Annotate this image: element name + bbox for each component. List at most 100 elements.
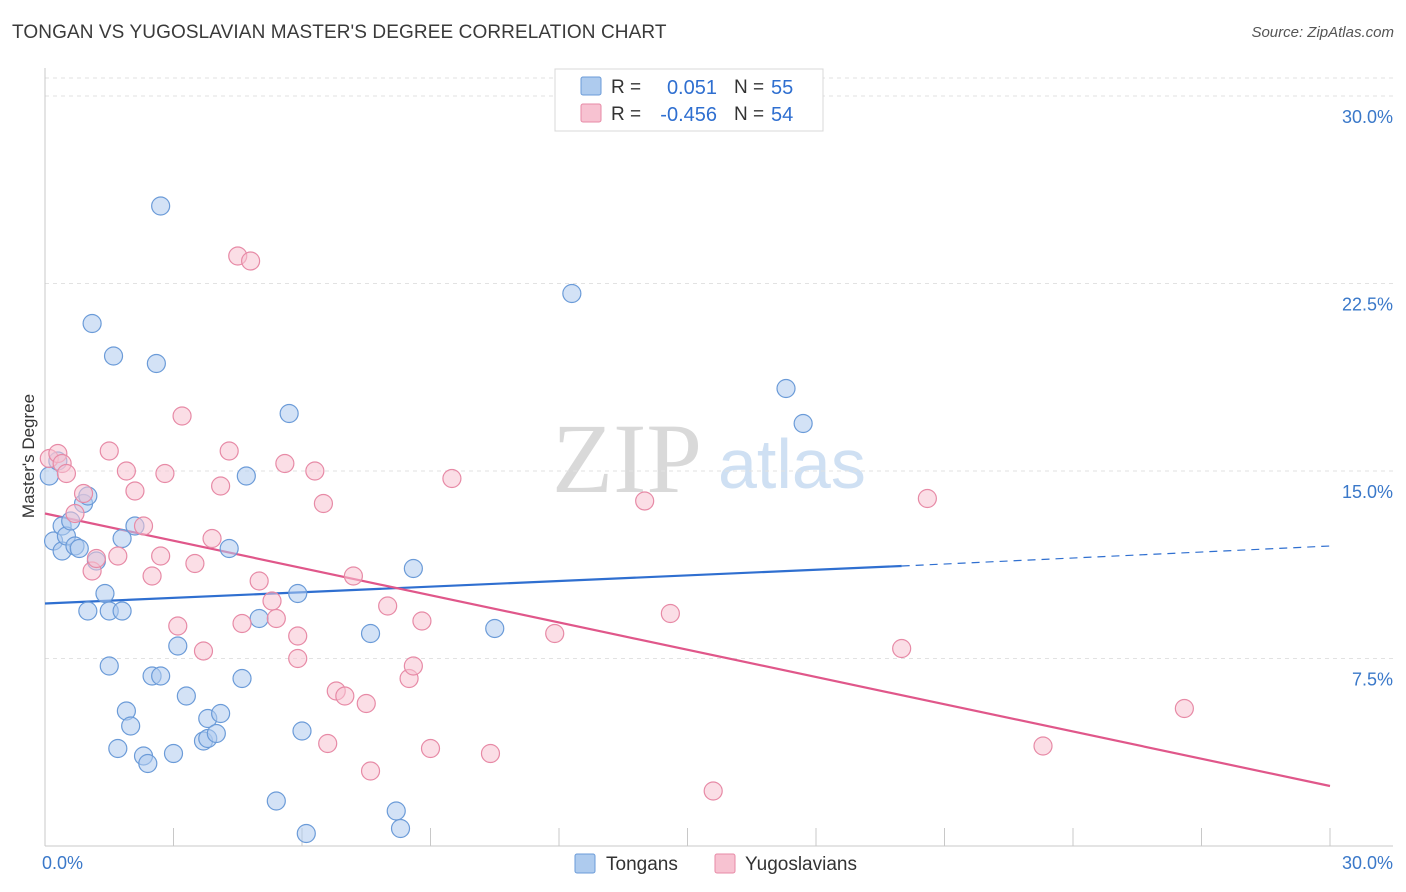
point-yugoslavians <box>305 461 325 481</box>
legend-swatch-tongans <box>580 76 602 96</box>
point-tongans <box>168 636 188 656</box>
point-tongans <box>99 656 119 676</box>
point-yugoslavians <box>211 476 231 496</box>
point-yugoslavians <box>172 406 192 426</box>
y-tick-label: 7.5% <box>1352 670 1393 690</box>
point-yugoslavians <box>318 733 338 754</box>
point-yugoslavians <box>480 743 501 764</box>
point-yugoslavians <box>241 251 261 271</box>
point-yugoslavians <box>420 738 441 759</box>
legend-n-value-tongans: 55 <box>771 77 793 99</box>
watermark-zip: ZIP <box>552 403 702 514</box>
point-yugoslavians <box>266 608 286 629</box>
point-tongans <box>206 723 226 744</box>
point-tongans <box>138 753 158 774</box>
tick-labels: 7.5% 15.0% 22.5% 30.0% 0.0% 30.0% <box>42 107 1393 873</box>
point-yugoslavians <box>892 638 912 659</box>
point-tongans <box>95 583 115 604</box>
point-yugoslavians <box>360 761 381 781</box>
point-tongans <box>485 618 505 639</box>
point-yugoslavians <box>660 603 680 624</box>
point-yugoslavians <box>232 613 252 634</box>
point-tongans <box>776 378 796 399</box>
legend-r-label-yugoslavians: R = <box>611 104 641 125</box>
legend-n-value-yugoslavians: 54 <box>771 104 793 126</box>
x-tick-label-max: 30.0% <box>1342 853 1393 873</box>
point-yugoslavians <box>133 516 154 536</box>
point-tongans <box>266 791 286 811</box>
point-tongans <box>390 818 411 839</box>
point-tongans <box>69 538 89 559</box>
legend-box: R = 0.051 N = 55 R = -0.456 N = 54 <box>554 68 824 132</box>
legend-r-value-yugoslavians: -0.456 <box>660 104 717 126</box>
point-tongans <box>236 466 256 486</box>
point-yugoslavians <box>108 546 128 566</box>
point-yugoslavians <box>116 461 136 481</box>
point-yugoslavians <box>1033 736 1053 756</box>
point-yugoslavians <box>151 546 171 566</box>
bottom-legend-label-yugoslavians: Yugoslavians <box>745 854 857 875</box>
point-yugoslavians <box>442 468 462 489</box>
point-yugoslavians <box>545 623 565 644</box>
legend-r-label-tongans: R = <box>611 77 641 98</box>
legend-swatch-yugoslavians <box>580 103 602 123</box>
point-tongans <box>279 403 299 424</box>
point-yugoslavians <box>335 686 355 706</box>
point-yugoslavians <box>168 616 188 636</box>
point-tongans <box>360 623 381 644</box>
bottom-legend-swatch-tongans <box>574 853 596 874</box>
point-yugoslavians <box>313 493 334 514</box>
point-tongans <box>288 583 308 604</box>
trend-line-yugoslavians <box>44 512 1331 788</box>
point-tongans <box>232 668 252 689</box>
point-yugoslavians <box>86 548 107 569</box>
point-yugoslavians <box>288 626 308 646</box>
point-tongans <box>211 703 231 724</box>
legend-n-label-tongans: N = <box>734 77 764 98</box>
point-yugoslavians <box>356 693 376 714</box>
point-yugoslavians <box>343 566 363 586</box>
point-tongans <box>103 346 124 366</box>
point-tongans <box>112 601 132 621</box>
bottom-legend-label-tongans: Tongans <box>606 854 678 875</box>
point-tongans <box>151 196 171 216</box>
point-tongans <box>386 801 406 821</box>
point-yugoslavians <box>249 571 269 591</box>
point-yugoslavians <box>219 441 239 461</box>
point-yugoslavians <box>1174 698 1194 719</box>
point-yugoslavians <box>202 528 222 549</box>
point-tongans <box>108 738 128 759</box>
legend-n-label-yugoslavians: N = <box>734 104 764 125</box>
point-tongans <box>793 413 813 434</box>
point-yugoslavians <box>378 596 398 616</box>
y-tick-label: 22.5% <box>1342 295 1393 315</box>
point-yugoslavians <box>65 503 85 524</box>
point-yugoslavians <box>403 656 423 676</box>
point-yugoslavians <box>412 611 432 631</box>
y-tick-label: 30.0% <box>1342 107 1393 127</box>
point-tongans <box>249 608 269 629</box>
point-tongans <box>292 721 312 741</box>
point-yugoslavians <box>125 481 145 501</box>
point-yugoslavians <box>185 553 205 574</box>
point-tongans <box>163 743 184 764</box>
point-yugoslavians <box>917 488 937 509</box>
bottom-legend: Tongans Yugoslavians <box>574 853 857 875</box>
point-yugoslavians <box>73 483 94 504</box>
point-yugoslavians <box>155 463 175 484</box>
point-tongans <box>219 538 239 559</box>
point-tongans <box>403 558 423 579</box>
point-tongans <box>151 666 171 686</box>
data-points <box>39 196 1194 844</box>
point-tongans <box>176 686 196 706</box>
legend-r-value-tongans: 0.051 <box>667 77 717 99</box>
point-tongans <box>78 601 98 621</box>
point-yugoslavians <box>142 566 162 586</box>
trend-line-tongans <box>44 564 902 605</box>
point-yugoslavians <box>193 641 214 661</box>
source-label: Source: ZipAtlas.com <box>1251 24 1394 41</box>
point-yugoslavians <box>288 648 308 669</box>
point-yugoslavians <box>275 453 295 474</box>
y-axis-label: Master's Degree <box>19 394 38 518</box>
